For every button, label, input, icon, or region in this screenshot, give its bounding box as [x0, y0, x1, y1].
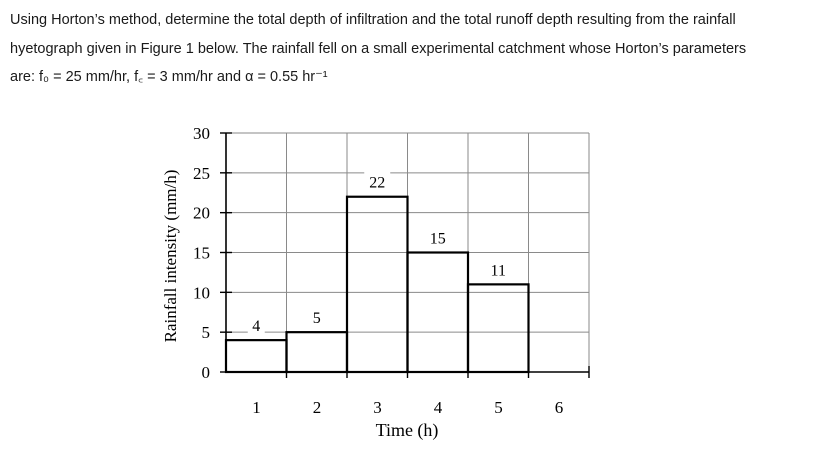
x-tick-label: 1 [252, 398, 261, 417]
axes [220, 132, 590, 378]
x-tick-label: 6 [555, 398, 564, 417]
problem-line-2: hyetograph given in Figure 1 below. The … [10, 40, 747, 57]
value-label: 22 [369, 175, 385, 192]
y-tick-label: 25 [193, 164, 210, 183]
x-tick-label: 4 [434, 398, 443, 417]
bar [406, 251, 470, 374]
problem-line-1: Using Horton’s method, determine the tot… [10, 12, 736, 28]
value-labels: 4 5 22 15 11 [247, 170, 512, 337]
y-tick-labels: 0 5 10 15 20 25 30 [193, 124, 210, 382]
bar [345, 195, 409, 374]
y-tick-label: 30 [193, 124, 210, 143]
value-label-bg [364, 170, 391, 193]
value-label-bg [308, 306, 326, 329]
x-axis-label: Time (h) [376, 420, 439, 441]
bar [224, 339, 288, 374]
bar [466, 283, 530, 374]
problem-line-3: are: f₀ = 25 mm/hr, f꜀ = 3 mm/hr and α =… [10, 69, 328, 85]
x-tick-label: 3 [373, 398, 382, 417]
value-label: 5 [313, 310, 321, 327]
problem-statement: Using Horton’s method, determine the tot… [10, 6, 830, 92]
x-tick-labels: 1 2 3 4 5 6 [252, 398, 563, 417]
y-tick-label: 15 [193, 244, 210, 263]
y-tick-label: 5 [202, 323, 211, 342]
y-tick-label: 0 [202, 363, 211, 382]
y-tick-label: 20 [193, 204, 210, 223]
y-axis-label: Rainfall intensity (mm/h) [161, 170, 180, 343]
value-label: 11 [491, 262, 506, 279]
y-tick-label: 10 [193, 283, 210, 302]
x-tick-label: 5 [494, 398, 503, 417]
value-label-bg [424, 226, 451, 249]
value-label-bg [485, 258, 512, 281]
value-label: 4 [252, 318, 260, 335]
value-label-bg [247, 314, 265, 337]
value-label: 15 [430, 231, 446, 248]
bar [285, 331, 349, 374]
bars [224, 195, 530, 374]
x-tick-label: 2 [313, 398, 322, 417]
